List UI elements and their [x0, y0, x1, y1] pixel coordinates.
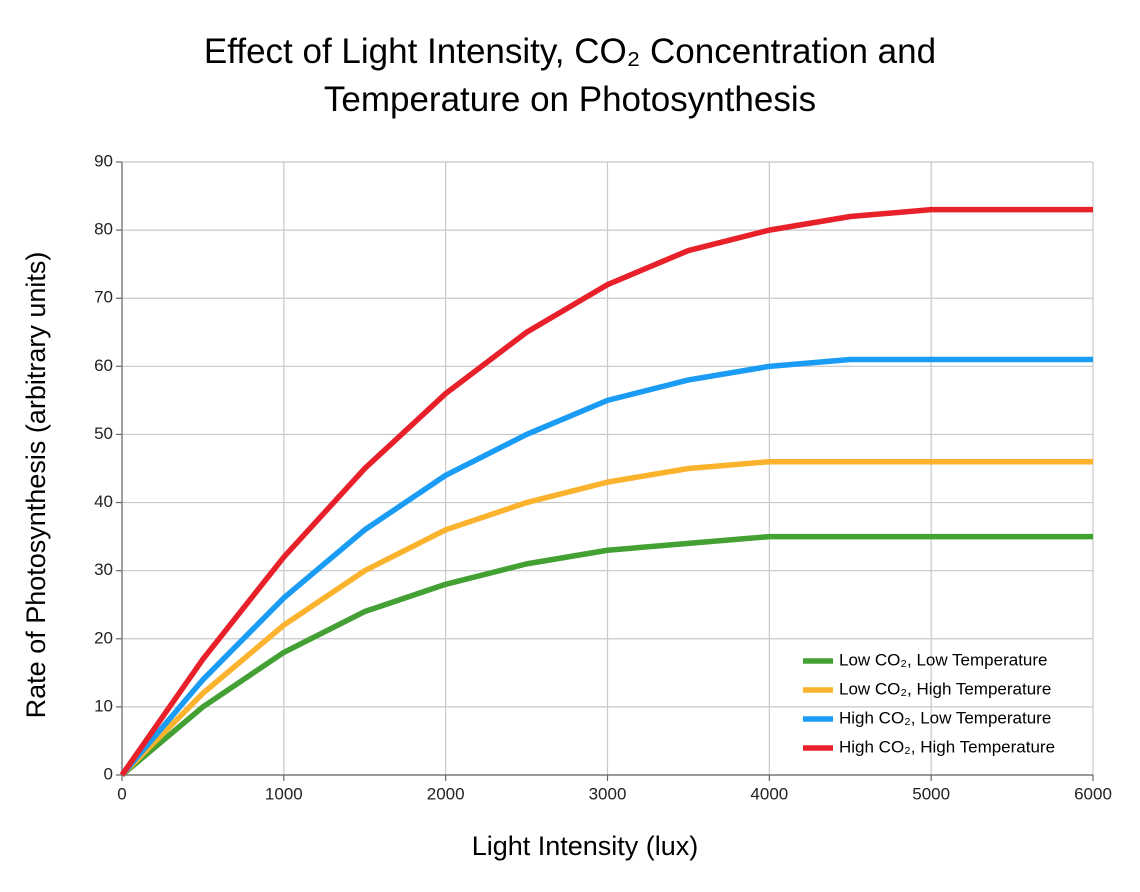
legend-label: Low CO₂, High Temperature — [839, 679, 1051, 698]
x-axis-label: Light Intensity (lux) — [472, 831, 699, 861]
x-tick-label: 0 — [117, 784, 126, 803]
y-tick-label: 30 — [94, 560, 113, 579]
x-tick-label: 3000 — [589, 784, 627, 803]
x-tick-label: 5000 — [912, 784, 950, 803]
x-tick-label: 1000 — [265, 784, 303, 803]
y-tick-label: 40 — [94, 492, 113, 511]
legend-label: High CO₂, Low Temperature — [839, 708, 1051, 727]
x-tick-label: 4000 — [750, 784, 788, 803]
y-axis-label: Rate of Photosynthesis (arbitrary units) — [21, 252, 51, 719]
y-tick-label: 90 — [94, 151, 113, 170]
y-tick-label: 70 — [94, 288, 113, 307]
y-tick-label: 0 — [104, 764, 113, 783]
y-tick-label: 50 — [94, 424, 113, 443]
y-tick-label: 60 — [94, 356, 113, 375]
x-tick-label: 6000 — [1074, 784, 1112, 803]
y-tick-label: 20 — [94, 628, 113, 647]
y-tick-label: 10 — [94, 696, 113, 715]
legend-label: High CO₂, High Temperature — [839, 737, 1055, 756]
series-line — [119, 206, 1093, 777]
series-line — [120, 533, 1093, 778]
series-line — [120, 458, 1093, 777]
series-line — [119, 356, 1093, 777]
legend-label: Low CO₂, Low Temperature — [839, 650, 1048, 669]
chart-title: Effect of Light Intensity, CO₂ Concentra… — [203, 32, 937, 119]
y-tick-label: 80 — [94, 220, 113, 239]
x-tick-label: 2000 — [427, 784, 465, 803]
